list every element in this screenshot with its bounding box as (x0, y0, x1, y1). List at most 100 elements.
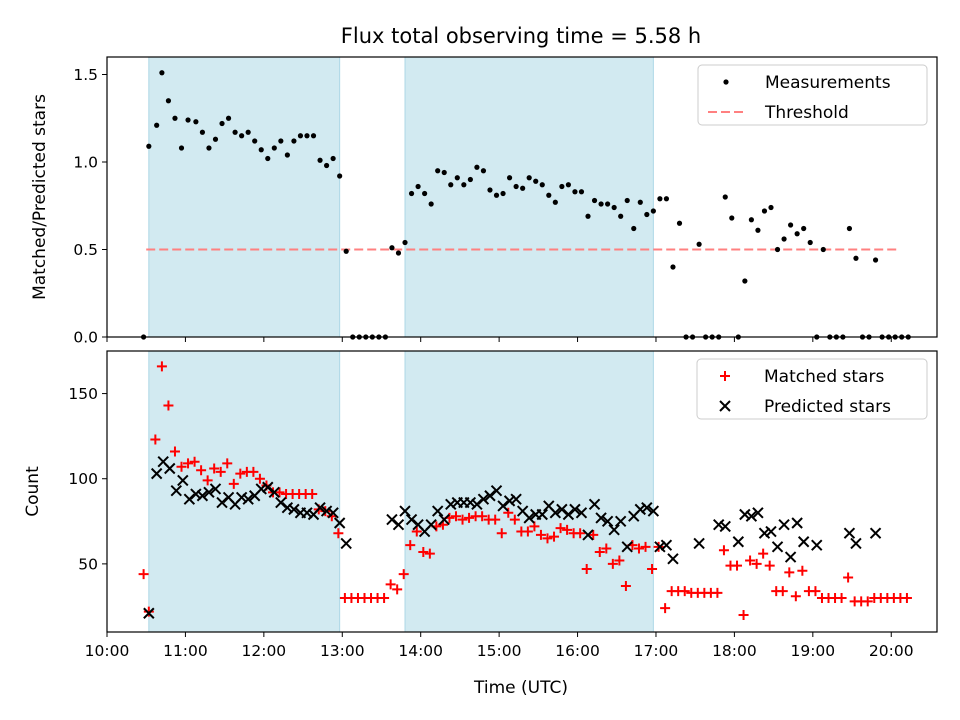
matched-star-point (718, 545, 729, 556)
y-axis-label: Matched/Predicted stars (30, 94, 50, 300)
measurement-point (278, 138, 284, 144)
predicted-star-point (386, 513, 398, 526)
measurement-point (748, 217, 754, 223)
matched-star-point (385, 579, 396, 590)
measurement-point (546, 192, 552, 198)
x-tick-label: 14:00 (398, 642, 443, 660)
measurement-point (225, 115, 232, 121)
measurement-point (297, 133, 304, 139)
matched-star-point (732, 560, 743, 571)
measurement-point (487, 187, 493, 193)
predicted-star-point (758, 527, 771, 539)
matched-star-point (633, 543, 644, 554)
matched-star-point (522, 526, 533, 537)
predicted-star-point (255, 483, 267, 495)
x-tick-label: 13:00 (320, 642, 365, 660)
measurement-point (252, 138, 258, 144)
predicted-star-point (471, 498, 483, 510)
matched-star-point (764, 560, 775, 571)
measurement-point (565, 182, 572, 188)
legend-label: Threshold (764, 103, 849, 123)
predicted-star-point (242, 493, 254, 505)
matched-star-point (209, 463, 220, 474)
predicted-star-point (869, 527, 882, 539)
measurement-point (461, 182, 467, 188)
matched-star-point (712, 587, 723, 598)
predicted-star-point (588, 498, 601, 510)
matched-star-point (202, 475, 213, 486)
measurement-point (389, 245, 395, 251)
measurement-point (271, 145, 277, 151)
measurement-point (761, 208, 768, 214)
predicted-star-point (575, 507, 588, 519)
matched-star-point (464, 512, 475, 523)
matched-star-point (235, 468, 246, 479)
x-axis-label: Time (UTC) (473, 678, 568, 698)
measurement-point (788, 222, 794, 228)
measurement-point (801, 225, 807, 232)
measurement-point (317, 157, 323, 163)
measurement-point (526, 175, 532, 181)
matched-star-point (581, 563, 592, 574)
predicted-star-point (183, 493, 196, 505)
y-axis-label: Count (23, 466, 43, 517)
plot-frame (106, 350, 938, 633)
measurement-point (146, 143, 152, 149)
measurement-point (585, 213, 591, 219)
legend-label: Matched stars (764, 367, 884, 387)
predicted-star-point (143, 607, 155, 619)
matched-star-point (274, 487, 285, 498)
matched-star-point (679, 586, 690, 597)
predicted-star-point (523, 512, 535, 524)
predicted-star-point (719, 520, 731, 533)
chart-title: Flux total observing time = 5.58 h (341, 24, 701, 48)
legend-label: Predicted stars (764, 397, 891, 417)
matched-star-point (138, 569, 149, 580)
observing-interval-shade (148, 350, 341, 633)
legend-marker-predicted (719, 400, 731, 412)
matched-star-point (379, 592, 390, 603)
matched-star-point (745, 555, 756, 566)
measurement-point (258, 147, 264, 153)
matched-star-point (477, 511, 488, 522)
matched-star-point (777, 586, 788, 597)
measurement-point (402, 239, 408, 246)
matched-star-point (405, 540, 416, 551)
predicted-star-point (464, 496, 477, 509)
predicted-star-point (281, 501, 294, 514)
predicted-star-point (503, 495, 516, 507)
predicted-star-point (392, 519, 405, 531)
matched-star-point (183, 458, 194, 469)
x-tick-label: 12:00 (242, 642, 287, 660)
measurement-point (696, 241, 702, 247)
x-tick-label: 18:00 (712, 642, 757, 660)
matched-star-point (215, 466, 226, 477)
matched-star-point (614, 555, 625, 566)
predicted-star-point (843, 527, 856, 539)
measurement-point (291, 138, 297, 144)
predicted-star-point (647, 505, 660, 517)
measurement-point (428, 201, 434, 207)
matched-star-point (307, 489, 318, 500)
matched-star-point (797, 565, 808, 576)
matched-star-point (176, 461, 187, 472)
measurement-point (552, 199, 558, 205)
measurement-point (310, 133, 317, 139)
predicted-star-point (301, 507, 313, 519)
measurement-point (480, 168, 487, 174)
measurement-point (284, 152, 290, 158)
predicted-star-point (477, 493, 490, 505)
measurement-point (415, 183, 421, 190)
measurement-point (178, 145, 185, 151)
measurement-point (794, 231, 800, 237)
y-tick-label: 150 (68, 385, 98, 403)
predicted-star-point (340, 537, 352, 550)
predicted-star-point (582, 529, 594, 541)
predicted-star-point (634, 503, 646, 516)
measurement-point (670, 264, 676, 270)
predicted-star-point (713, 519, 725, 531)
legend-box (697, 64, 928, 126)
matched-star-point (640, 541, 651, 552)
x-tick-label: 16:00 (555, 642, 600, 660)
matched-star-point (398, 569, 409, 580)
